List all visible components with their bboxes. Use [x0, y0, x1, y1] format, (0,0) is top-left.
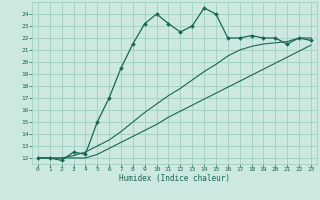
X-axis label: Humidex (Indice chaleur): Humidex (Indice chaleur) — [119, 174, 230, 183]
